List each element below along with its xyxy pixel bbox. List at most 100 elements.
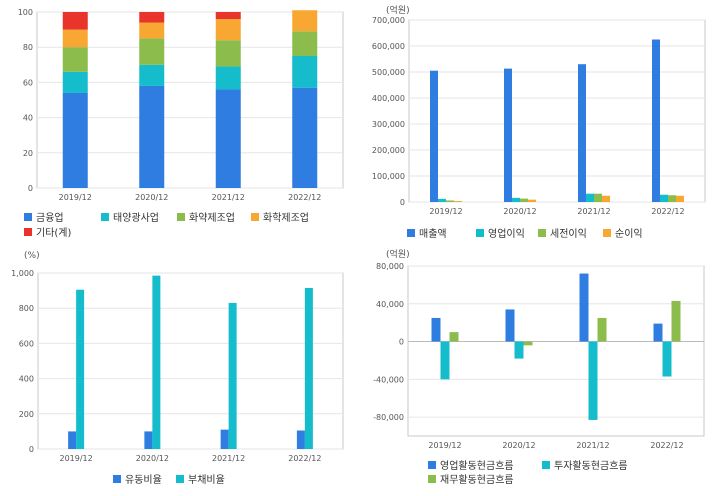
- legend-swatch-2-0: [113, 475, 121, 483]
- bar-0-3-2: [215, 19, 241, 41]
- x-tick-label-2-0: 2019/12: [60, 454, 93, 463]
- bar-0-1-3: [292, 56, 318, 88]
- bar-1-0-0: [430, 70, 438, 202]
- bar-0-1-1: [139, 64, 165, 86]
- bar-3-1-0: [440, 341, 450, 380]
- x-tick-label-0-1: 2020/12: [135, 193, 168, 202]
- bar-0-2-3: [292, 31, 318, 56]
- legend-label-0-1: 태양광사업: [113, 211, 159, 224]
- legend-label-3-0: 영업활동현금흐름: [440, 459, 514, 472]
- y-tick-label-1-5: 500,000: [372, 68, 405, 77]
- x-tick-label-2-3: 2022/12: [288, 454, 321, 463]
- y-tick-label-2-3: 600: [19, 339, 34, 348]
- bar-0-0-0: [62, 92, 88, 188]
- x-tick-label-1-3: 2022/12: [651, 207, 684, 216]
- bar-2-1-0: [76, 289, 85, 449]
- legend-swatch-3-0: [428, 461, 436, 469]
- y-tick-label-2-0: 0: [29, 445, 34, 454]
- legend-swatch-0-1: [101, 213, 109, 221]
- y-tick-label-0-5: 100: [18, 8, 33, 17]
- legend-swatch-2-1: [176, 475, 184, 483]
- unit-label-2: (%): [24, 251, 40, 261]
- y-tick-label-1-2: 200,000: [372, 146, 405, 155]
- bar-3-1-3: [662, 341, 672, 377]
- bar-3-0-0: [431, 317, 441, 342]
- bar-1-2-2: [594, 193, 602, 202]
- bar-0-3-0: [62, 29, 88, 48]
- y-tick-label-1-6: 600,000: [372, 42, 405, 51]
- bar-0-3-1: [139, 22, 165, 39]
- bar-1-2-3: [668, 195, 676, 202]
- legend-label-1-1: 영업이익: [488, 227, 525, 240]
- bar-1-1-0: [438, 198, 446, 202]
- y-tick-label-0-3: 60: [23, 78, 33, 87]
- bar-1-0-1: [504, 68, 512, 203]
- legend-label-0-4: 기타(계): [36, 227, 72, 239]
- bar-1-1-3: [660, 194, 668, 202]
- y-tick-label-1-7: 700,000: [372, 16, 405, 25]
- y-tick-label-1-1: 100,000: [372, 172, 405, 181]
- legend-swatch-0-0: [24, 213, 32, 221]
- legend-label-2-1: 부채비율: [188, 474, 225, 486]
- bar-0-2-0: [62, 47, 88, 72]
- bar-1-3-0: [454, 200, 462, 202]
- y-tick-label-1-4: 400,000: [372, 94, 405, 103]
- x-tick-label-3-0: 2019/12: [428, 441, 461, 450]
- bar-0-2-2: [215, 40, 241, 67]
- x-tick-label-2-1: 2020/12: [136, 454, 169, 463]
- bar-1-1-1: [512, 197, 520, 202]
- bar-3-0-2: [579, 273, 589, 342]
- bar-3-1-1: [514, 341, 524, 359]
- bar-1-3-1: [528, 199, 536, 202]
- bar-0-4-1: [139, 12, 165, 23]
- bar-1-3-2: [602, 195, 610, 202]
- legend-swatch-0-3: [251, 213, 259, 221]
- legend-label-0-3: 화학제조업: [263, 211, 309, 224]
- x-tick-label-2-2: 2021/12: [212, 454, 245, 463]
- y-tick-label-3-0: -80,000: [373, 413, 404, 422]
- plot-frame-3: [407, 265, 705, 437]
- bar-0-0-1: [139, 85, 165, 188]
- plot-frame-1: [408, 19, 706, 203]
- bar-0-2-1: [139, 38, 165, 65]
- x-tick-label-3-1: 2020/12: [502, 441, 535, 450]
- bar-1-2-0: [446, 200, 454, 202]
- bar-2-1-2: [228, 302, 237, 449]
- y-tick-label-3-1: -40,000: [373, 375, 404, 384]
- bar-3-2-0: [449, 332, 459, 342]
- bar-2-0-0: [68, 431, 77, 449]
- x-tick-label-3-2: 2021/12: [576, 441, 609, 450]
- legend-label-1-2: 세전이익: [550, 228, 587, 240]
- bar-2-0-2: [220, 429, 229, 449]
- legend-label-1-0: 매출액: [419, 228, 447, 240]
- y-tick-label-3-2: 0: [399, 338, 404, 347]
- x-tick-label-1-0: 2019/12: [429, 207, 462, 216]
- bar-0-4-0: [62, 12, 88, 30]
- bar-2-0-3: [296, 430, 305, 449]
- legend-swatch-0-2: [177, 213, 185, 221]
- x-tick-label-0-0: 2019/12: [59, 193, 92, 202]
- legend-swatch-1-2: [538, 229, 546, 237]
- y-tick-label-3-4: 80,000: [376, 262, 404, 271]
- x-tick-label-1-2: 2021/12: [577, 207, 610, 216]
- legend-swatch-1-1: [476, 229, 484, 237]
- legend-swatch-1-0: [407, 229, 415, 237]
- y-tick-label-2-2: 400: [19, 375, 34, 384]
- legend-label-3-2: 재무활동현금흐름: [440, 473, 514, 486]
- legend-label-0-2: 화약제조업: [189, 211, 235, 224]
- y-tick-label-1-3: 300,000: [372, 120, 405, 129]
- bar-3-2-3: [671, 300, 681, 342]
- y-tick-label-2-4: 800: [19, 304, 34, 313]
- bar-2-1-3: [304, 287, 313, 449]
- bar-0-1-2: [215, 66, 241, 90]
- legend-label-1-3: 순이익: [615, 228, 643, 240]
- x-tick-label-1-1: 2020/12: [503, 207, 536, 216]
- bar-3-2-2: [597, 317, 607, 342]
- bar-0-0-2: [215, 89, 241, 188]
- unit-label-1: (억원): [386, 4, 410, 16]
- legend-label-3-1: 투자활동현금흐름: [554, 459, 628, 472]
- bar-1-0-3: [652, 39, 660, 202]
- x-tick-label-3-3: 2022/12: [650, 441, 683, 450]
- x-tick-label-0-2: 2021/12: [212, 193, 245, 202]
